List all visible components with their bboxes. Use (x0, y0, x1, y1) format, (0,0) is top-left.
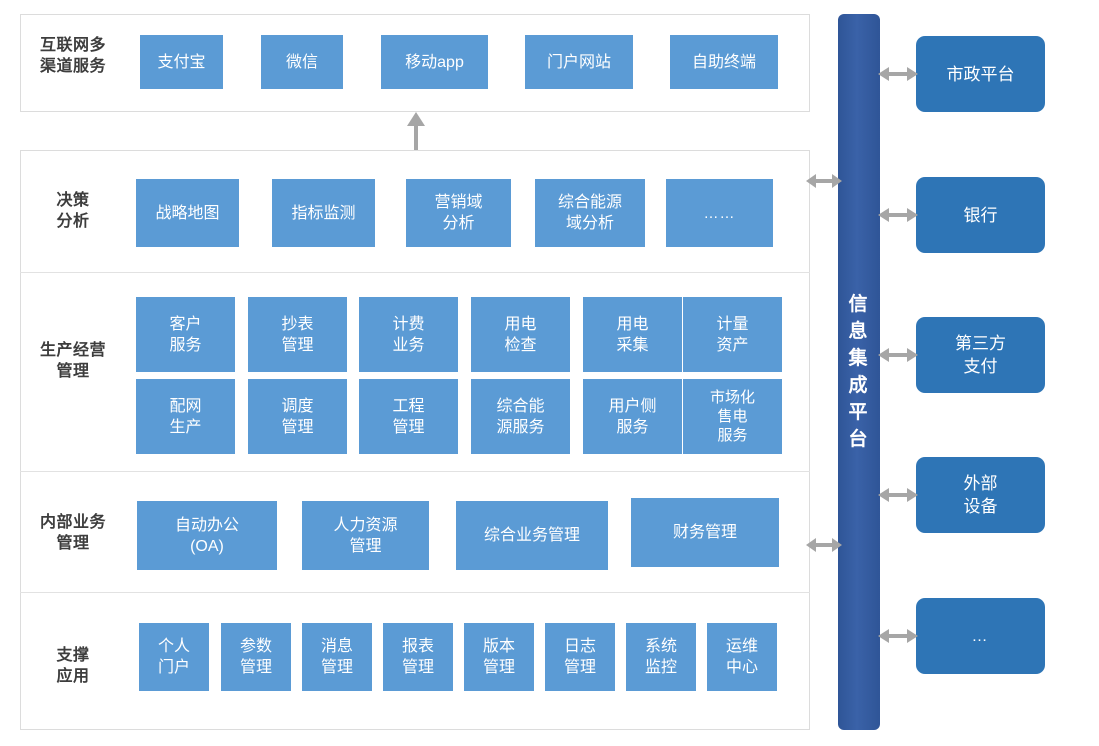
production-tile-integrated-energy-service[interactable]: 综合能 源服务 (471, 379, 570, 454)
production-tile-user-side-service[interactable]: 用户侧 服务 (583, 379, 682, 454)
decision-tile-strategy-map[interactable]: 战略地图 (136, 179, 239, 247)
decision-tile-indicator-monitoring[interactable]: 指标监测 (272, 179, 375, 247)
channel-layer-label: 互联网多 渠道服务 (39, 37, 106, 75)
support-tile-version-management[interactable]: 版本 管理 (464, 623, 534, 691)
channel-tile-portal-website[interactable]: 门户网站 (525, 35, 633, 89)
channel-tile-self-service-terminal[interactable]: 自助终端 (670, 35, 778, 89)
production-layer-label: 生产经营 管理 (39, 342, 106, 380)
external-box-municipal-platform[interactable]: 市政平台 (916, 36, 1045, 112)
support-tile-log-management[interactable]: 日志 管理 (545, 623, 615, 691)
production-tile-meter-reading-management[interactable]: 抄表 管理 (248, 297, 347, 372)
external-box-external-device[interactable]: 外部 设备 (916, 457, 1045, 533)
production-tile-power-consumption-collection[interactable]: 用电 采集 (583, 297, 682, 372)
production-tile-customer-service[interactable]: 客户 服务 (136, 297, 235, 372)
divider-decision-production (20, 272, 810, 273)
decision-tile-marketing-domain-analysis[interactable]: 营销域 分析 (406, 179, 511, 247)
production-tile-metering-assets[interactable]: 计量 资产 (683, 297, 782, 372)
production-tile-engineering-management[interactable]: 工程 管理 (359, 379, 458, 454)
arrow-up-to-channel (404, 112, 428, 152)
arrow-platform-to-third-party-payment (878, 344, 918, 366)
arrow-platform-to-more (878, 625, 918, 647)
external-box-more[interactable]: … (916, 598, 1045, 674)
decision-tile-integrated-energy-domain-analysis[interactable]: 综合能源 域分析 (535, 179, 645, 247)
production-tile-distribution-network-production[interactable]: 配网 生产 (136, 379, 235, 454)
support-tile-parameter-management[interactable]: 参数 管理 (221, 623, 291, 691)
decision-tile-more[interactable]: …… (666, 179, 773, 247)
production-tile-dispatch-management[interactable]: 调度 管理 (248, 379, 347, 454)
production-tile-market-power-sales-service[interactable]: 市场化 售电 服务 (683, 379, 782, 454)
external-box-bank[interactable]: 银行 (916, 177, 1045, 253)
channel-tile-mobile-app[interactable]: 移动app (381, 35, 488, 89)
divider-internal-support (20, 592, 810, 593)
internal-tile-human-resource-management[interactable]: 人力资源 管理 (302, 501, 429, 570)
internal-layer-label: 内部业务 管理 (39, 514, 106, 552)
arrow-platform-to-municipal-platform (878, 63, 918, 85)
support-tile-personal-portal[interactable]: 个人 门户 (139, 623, 209, 691)
internal-tile-integrated-business-management[interactable]: 综合业务管理 (456, 501, 608, 570)
arrow-stack-to-platform-top (806, 170, 842, 192)
arrow-platform-to-bank (878, 204, 918, 226)
channel-tile-alipay[interactable]: 支付宝 (140, 35, 223, 89)
internal-tile-office-automation[interactable]: 自动办公 (OA) (137, 501, 277, 570)
decision-layer-label: 决策 分析 (56, 192, 90, 230)
production-tile-power-consumption-inspection[interactable]: 用电 检查 (471, 297, 570, 372)
support-tile-report-management[interactable]: 报表 管理 (383, 623, 453, 691)
channel-tile-wechat[interactable]: 微信 (261, 35, 343, 89)
production-tile-billing-business[interactable]: 计费 业务 (359, 297, 458, 372)
integration-platform-label: 信息集成平台 (848, 294, 870, 450)
arrow-stack-to-platform-bottom (806, 534, 842, 556)
divider-production-internal (20, 471, 810, 472)
support-tile-operation-maintenance-center[interactable]: 运维 中心 (707, 623, 777, 691)
support-layer-label: 支撑 应用 (56, 647, 90, 685)
internal-tile-financial-management[interactable]: 财务管理 (631, 498, 779, 567)
arrow-platform-to-external-device (878, 484, 918, 506)
support-tile-system-monitoring[interactable]: 系统 监控 (626, 623, 696, 691)
external-box-third-party-payment[interactable]: 第三方 支付 (916, 317, 1045, 393)
integration-platform-bar[interactable]: 信息集成平台 (838, 14, 880, 730)
support-tile-message-management[interactable]: 消息 管理 (302, 623, 372, 691)
